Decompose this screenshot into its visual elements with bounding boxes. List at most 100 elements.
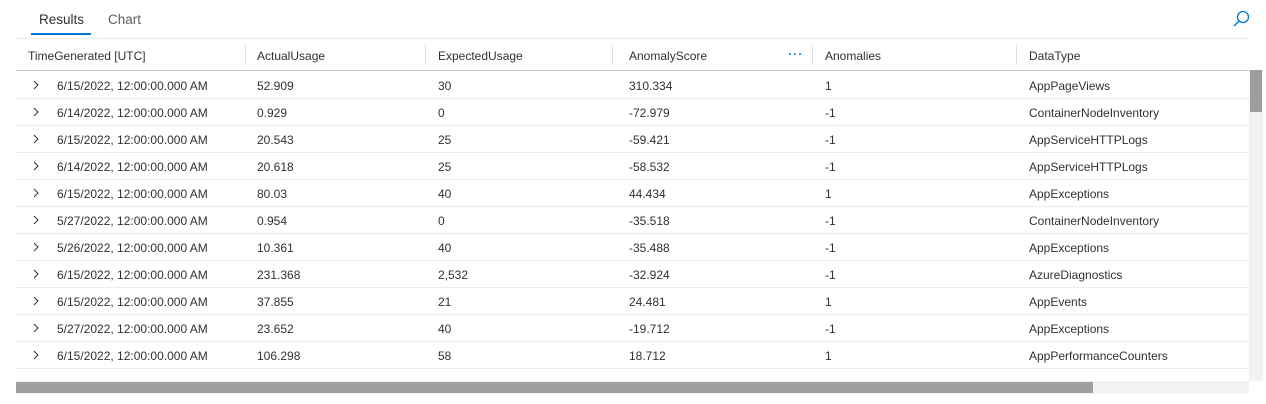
table-cell: ContainerNodeInventory (1029, 214, 1160, 228)
table-cell: -1 (825, 106, 836, 120)
table-cell: 0 (438, 214, 445, 228)
results-grid: TimeGenerated [UTC] ActualUsage ExpectedUs… (16, 38, 1249, 381)
table-cell: 6/15/2022, 12:00:00.000 AM (57, 268, 208, 282)
table-cell: 37.855 (257, 295, 294, 309)
table-cell: 40 (438, 241, 452, 255)
column-separator (812, 45, 813, 65)
table-cell: AppPageViews (1029, 79, 1111, 93)
table-cell: -59.421 (629, 133, 670, 147)
table-cell: 310.334 (629, 79, 673, 93)
table-cell: -1 (825, 268, 836, 282)
table-cell: 1 (825, 187, 832, 201)
column-separator (245, 45, 246, 65)
table-row[interactable]: 6/15/2022, 12:00:00.000 AM 106.298 58 18.71… (16, 342, 1249, 369)
table-cell: 40 (438, 322, 452, 336)
tab-underline (31, 33, 91, 35)
search-icon[interactable] (1232, 9, 1252, 29)
table-cell: 2,532 (438, 268, 469, 282)
table-row[interactable]: 5/27/2022, 12:00:00.000 AM 23.652 40 -19.71… (16, 315, 1249, 342)
table-cell: 21 (438, 295, 452, 309)
expand-chevron[interactable] (32, 269, 40, 279)
table-row[interactable]: 5/26/2022, 12:00:00.000 AM 10.361 40 -35.48… (16, 234, 1249, 261)
expand-chevron[interactable] (32, 161, 40, 171)
table-row[interactable]: 5/27/2022, 12:00:00.000 AM 0.954 0 -35.518 -… (16, 207, 1249, 234)
table-cell: 5/27/2022, 12:00:00.000 AM (57, 322, 208, 336)
table-cell: 10.361 (257, 241, 294, 255)
table-cell: AppPerformanceCounters (1029, 349, 1168, 363)
column-header[interactable]: Anomalies (825, 49, 882, 63)
table-cell: 6/15/2022, 12:00:00.000 AM (57, 295, 208, 309)
table-cell: 0 (438, 106, 445, 120)
table-cell: 40 (438, 187, 452, 201)
table-cell: 6/15/2022, 12:00:00.000 AM (57, 349, 208, 363)
table-cell: -35.518 (629, 214, 670, 228)
expand-chevron[interactable] (32, 188, 40, 198)
table-cell: 1 (825, 349, 832, 363)
header-row: TimeGenerated [UTC] ActualUsage ExpectedUs… (16, 38, 1249, 71)
expand-chevron[interactable] (32, 80, 40, 90)
table-cell: 20.618 (257, 160, 294, 174)
table-cell: AppExceptions (1029, 322, 1110, 336)
table-cell: 106.298 (257, 349, 301, 363)
table-cell: 58 (438, 349, 452, 363)
expand-chevron[interactable] (32, 296, 40, 306)
scroll-thumb[interactable] (1250, 70, 1262, 112)
table-cell: 6/15/2022, 12:00:00.000 AM (57, 187, 208, 201)
column-header[interactable]: DataType (1029, 49, 1081, 63)
table-cell: 6/15/2022, 12:00:00.000 AM (57, 133, 208, 147)
table-cell: 6/14/2022, 12:00:00.000 AM (57, 106, 208, 120)
table-cell: 0.954 (257, 214, 288, 228)
table-cell: 6/14/2022, 12:00:00.000 AM (57, 160, 208, 174)
table-row[interactable]: 6/14/2022, 12:00:00.000 AM 20.618 25 -58.53… (16, 153, 1249, 180)
expand-chevron[interactable] (32, 134, 40, 144)
scroll-thumb[interactable] (16, 382, 1093, 393)
expand-chevron[interactable] (32, 215, 40, 225)
table-cell: 1 (825, 295, 832, 309)
table-cell: -1 (825, 214, 836, 228)
expand-chevron[interactable] (32, 350, 40, 360)
column-separator (425, 45, 426, 65)
table-row[interactable]: 6/15/2022, 12:00:00.000 AM 20.543 25 -59.42… (16, 126, 1249, 153)
table-cell: 0.929 (257, 106, 288, 120)
table-cell: AppExceptions (1029, 187, 1110, 201)
table-row[interactable]: 6/15/2022, 12:00:00.000 AM 52.909 30 310.33… (16, 72, 1249, 99)
table-cell: -1 (825, 133, 836, 147)
table-cell: -35.488 (629, 241, 670, 255)
table-cell: -32.924 (629, 268, 670, 282)
table-cell: 231.368 (257, 268, 301, 282)
more-icon[interactable] (788, 51, 802, 57)
table-row[interactable]: 6/15/2022, 12:00:00.000 AM 37.855 21 24.481… (16, 288, 1249, 315)
tab[interactable]: Results (39, 12, 85, 27)
table-cell: 52.909 (257, 79, 294, 93)
table-cell: 24.481 (629, 295, 666, 309)
column-header[interactable]: ActualUsage (257, 49, 326, 63)
table-cell: -1 (825, 160, 836, 174)
table-cell: -58.532 (629, 160, 670, 174)
table-row[interactable]: 6/15/2022, 12:00:00.000 AM 80.03 40 44.434 1… (16, 180, 1249, 207)
tab[interactable]: Chart (108, 12, 142, 27)
table-cell: -1 (825, 322, 836, 336)
expand-chevron[interactable] (32, 323, 40, 333)
expand-chevron[interactable] (32, 242, 40, 252)
table-cell: 6/15/2022, 12:00:00.000 AM (57, 79, 208, 93)
table-cell: AppServiceHTTPLogs (1029, 160, 1148, 174)
table-cell: 1 (825, 79, 832, 93)
vertical-scrollbar[interactable] (1249, 70, 1263, 381)
column-header[interactable]: ExpectedUsage (438, 49, 523, 63)
table-row[interactable]: 6/14/2022, 12:00:00.000 AM 0.929 0 -72.979 -… (16, 99, 1249, 126)
table-cell: 23.652 (257, 322, 294, 336)
table-cell: 80.03 (257, 187, 288, 201)
table-cell: -19.712 (629, 322, 670, 336)
column-header[interactable]: TimeGenerated [UTC] (28, 49, 146, 63)
table-cell: AppServiceHTTPLogs (1029, 133, 1148, 147)
column-header[interactable]: AnomalyScore (629, 49, 708, 63)
table-cell: 20.543 (257, 133, 294, 147)
table-row[interactable]: 6/15/2022, 12:00:00.000 AM 231.368 2,532 -3… (16, 261, 1249, 288)
table-cell: 5/27/2022, 12:00:00.000 AM (57, 214, 208, 228)
table-cell: 5/26/2022, 12:00:00.000 AM (57, 241, 208, 255)
table-cell: AzureDiagnostics (1029, 268, 1123, 282)
expand-chevron[interactable] (32, 107, 40, 117)
column-separator (1016, 45, 1017, 65)
table-cell: AppExceptions (1029, 241, 1110, 255)
